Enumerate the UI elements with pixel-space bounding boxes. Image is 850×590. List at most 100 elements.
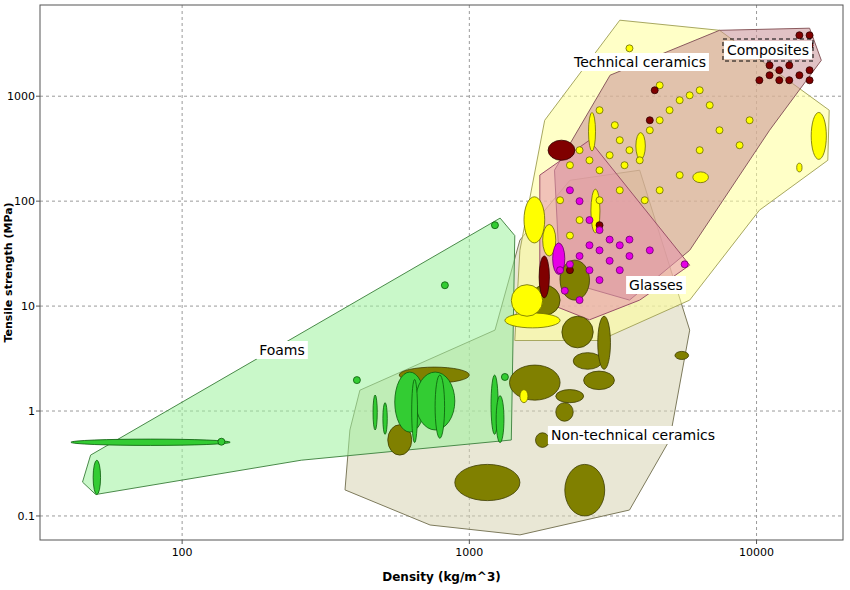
tick [36, 306, 40, 307]
group-label-text: Technical ceramics [573, 54, 706, 70]
material-point [766, 72, 773, 79]
material-point [586, 267, 593, 274]
material-point [611, 122, 618, 129]
material-point [557, 197, 564, 204]
material-point [806, 32, 813, 39]
material-ellipse [811, 112, 826, 159]
material-point [566, 232, 573, 239]
material-ellipse [539, 256, 549, 298]
material-point [636, 157, 643, 164]
material-ellipse [562, 316, 593, 348]
material-point [716, 127, 723, 134]
material-point [566, 187, 573, 194]
material-point [596, 107, 603, 114]
tick [182, 540, 183, 544]
tick-label: 1000 [455, 546, 483, 559]
material-point [686, 92, 693, 99]
label-background [570, 53, 709, 71]
material-ellipse [373, 395, 377, 430]
material-ellipse [511, 285, 542, 317]
tick-label: 0.1 [18, 510, 36, 523]
material-point [621, 162, 628, 169]
y-axis-label: Tensile strength (MPa) [2, 202, 15, 342]
material-point [606, 236, 613, 243]
material-point [626, 147, 633, 154]
group-label-text: Foams [259, 342, 305, 358]
material-point [596, 247, 603, 254]
material-ellipse [797, 163, 802, 172]
plot-frame [40, 5, 843, 540]
material-point [606, 257, 613, 264]
material-point [616, 242, 623, 249]
material-ellipse [636, 133, 645, 160]
label-background [256, 341, 308, 359]
group-label-text: Glasses [629, 277, 683, 293]
material-ellipse [383, 403, 387, 435]
material-point [626, 236, 633, 243]
tick [36, 201, 40, 202]
material-point [651, 87, 658, 94]
material-point [796, 32, 803, 39]
material-point [646, 127, 653, 134]
x-axis-label: Density (kg/m^3) [382, 570, 500, 584]
material-ellipse [584, 371, 615, 389]
material-point [806, 67, 813, 74]
tick-label: 10000 [739, 546, 774, 559]
label-background [724, 41, 812, 59]
plot-background [40, 5, 843, 540]
material-point [696, 87, 703, 94]
material-ellipse [93, 460, 100, 494]
material-ellipse [536, 433, 550, 448]
material-point [586, 157, 593, 164]
material-point [616, 267, 623, 274]
tick-label: 1 [28, 405, 35, 418]
material-ellipse [548, 140, 575, 160]
material-ellipse [589, 112, 596, 151]
material-point [776, 77, 783, 84]
material-point [501, 373, 508, 380]
material-point [586, 242, 593, 249]
group-label-text: Non-technical ceramics [551, 427, 715, 443]
material-ellipse [524, 197, 545, 243]
material-point [576, 147, 583, 154]
material-ellipse [435, 375, 444, 438]
material-point [676, 172, 683, 179]
envelope [83, 218, 515, 494]
material-point [786, 77, 793, 84]
material-point [676, 97, 683, 104]
material-point [441, 282, 448, 289]
tick-label: 1000 [7, 90, 35, 103]
chart: 1001000100000.11101001000Density (kg/m^3… [0, 0, 850, 590]
material-point [681, 261, 688, 268]
material-point [646, 117, 653, 124]
material-ellipse [565, 464, 605, 516]
material-ellipse [675, 351, 689, 359]
tick [756, 540, 757, 544]
material-point [596, 277, 603, 284]
group-label: Non-technical ceramics [548, 426, 718, 444]
material-point [646, 247, 653, 254]
material-ellipse [496, 396, 504, 443]
material-ellipse [556, 390, 584, 403]
material-point [656, 187, 663, 194]
group-label: Technical ceramics [570, 53, 709, 71]
tick [36, 411, 40, 412]
material-point [576, 198, 583, 205]
material-point [756, 77, 763, 84]
material-point [616, 187, 623, 194]
material-point [576, 297, 583, 304]
material-point [576, 217, 583, 224]
group-label-text: Composites [727, 42, 809, 58]
material-point [626, 45, 633, 52]
material-point [666, 107, 673, 114]
material-point [796, 72, 803, 79]
material-point [576, 253, 583, 260]
label-background [548, 426, 718, 444]
label-background [626, 276, 686, 294]
material-ellipse [412, 379, 418, 442]
group-label: Foams [256, 341, 308, 359]
material-ellipse [598, 316, 611, 369]
material-ellipse [520, 390, 528, 403]
material-point [776, 67, 783, 74]
envelope [515, 20, 829, 340]
